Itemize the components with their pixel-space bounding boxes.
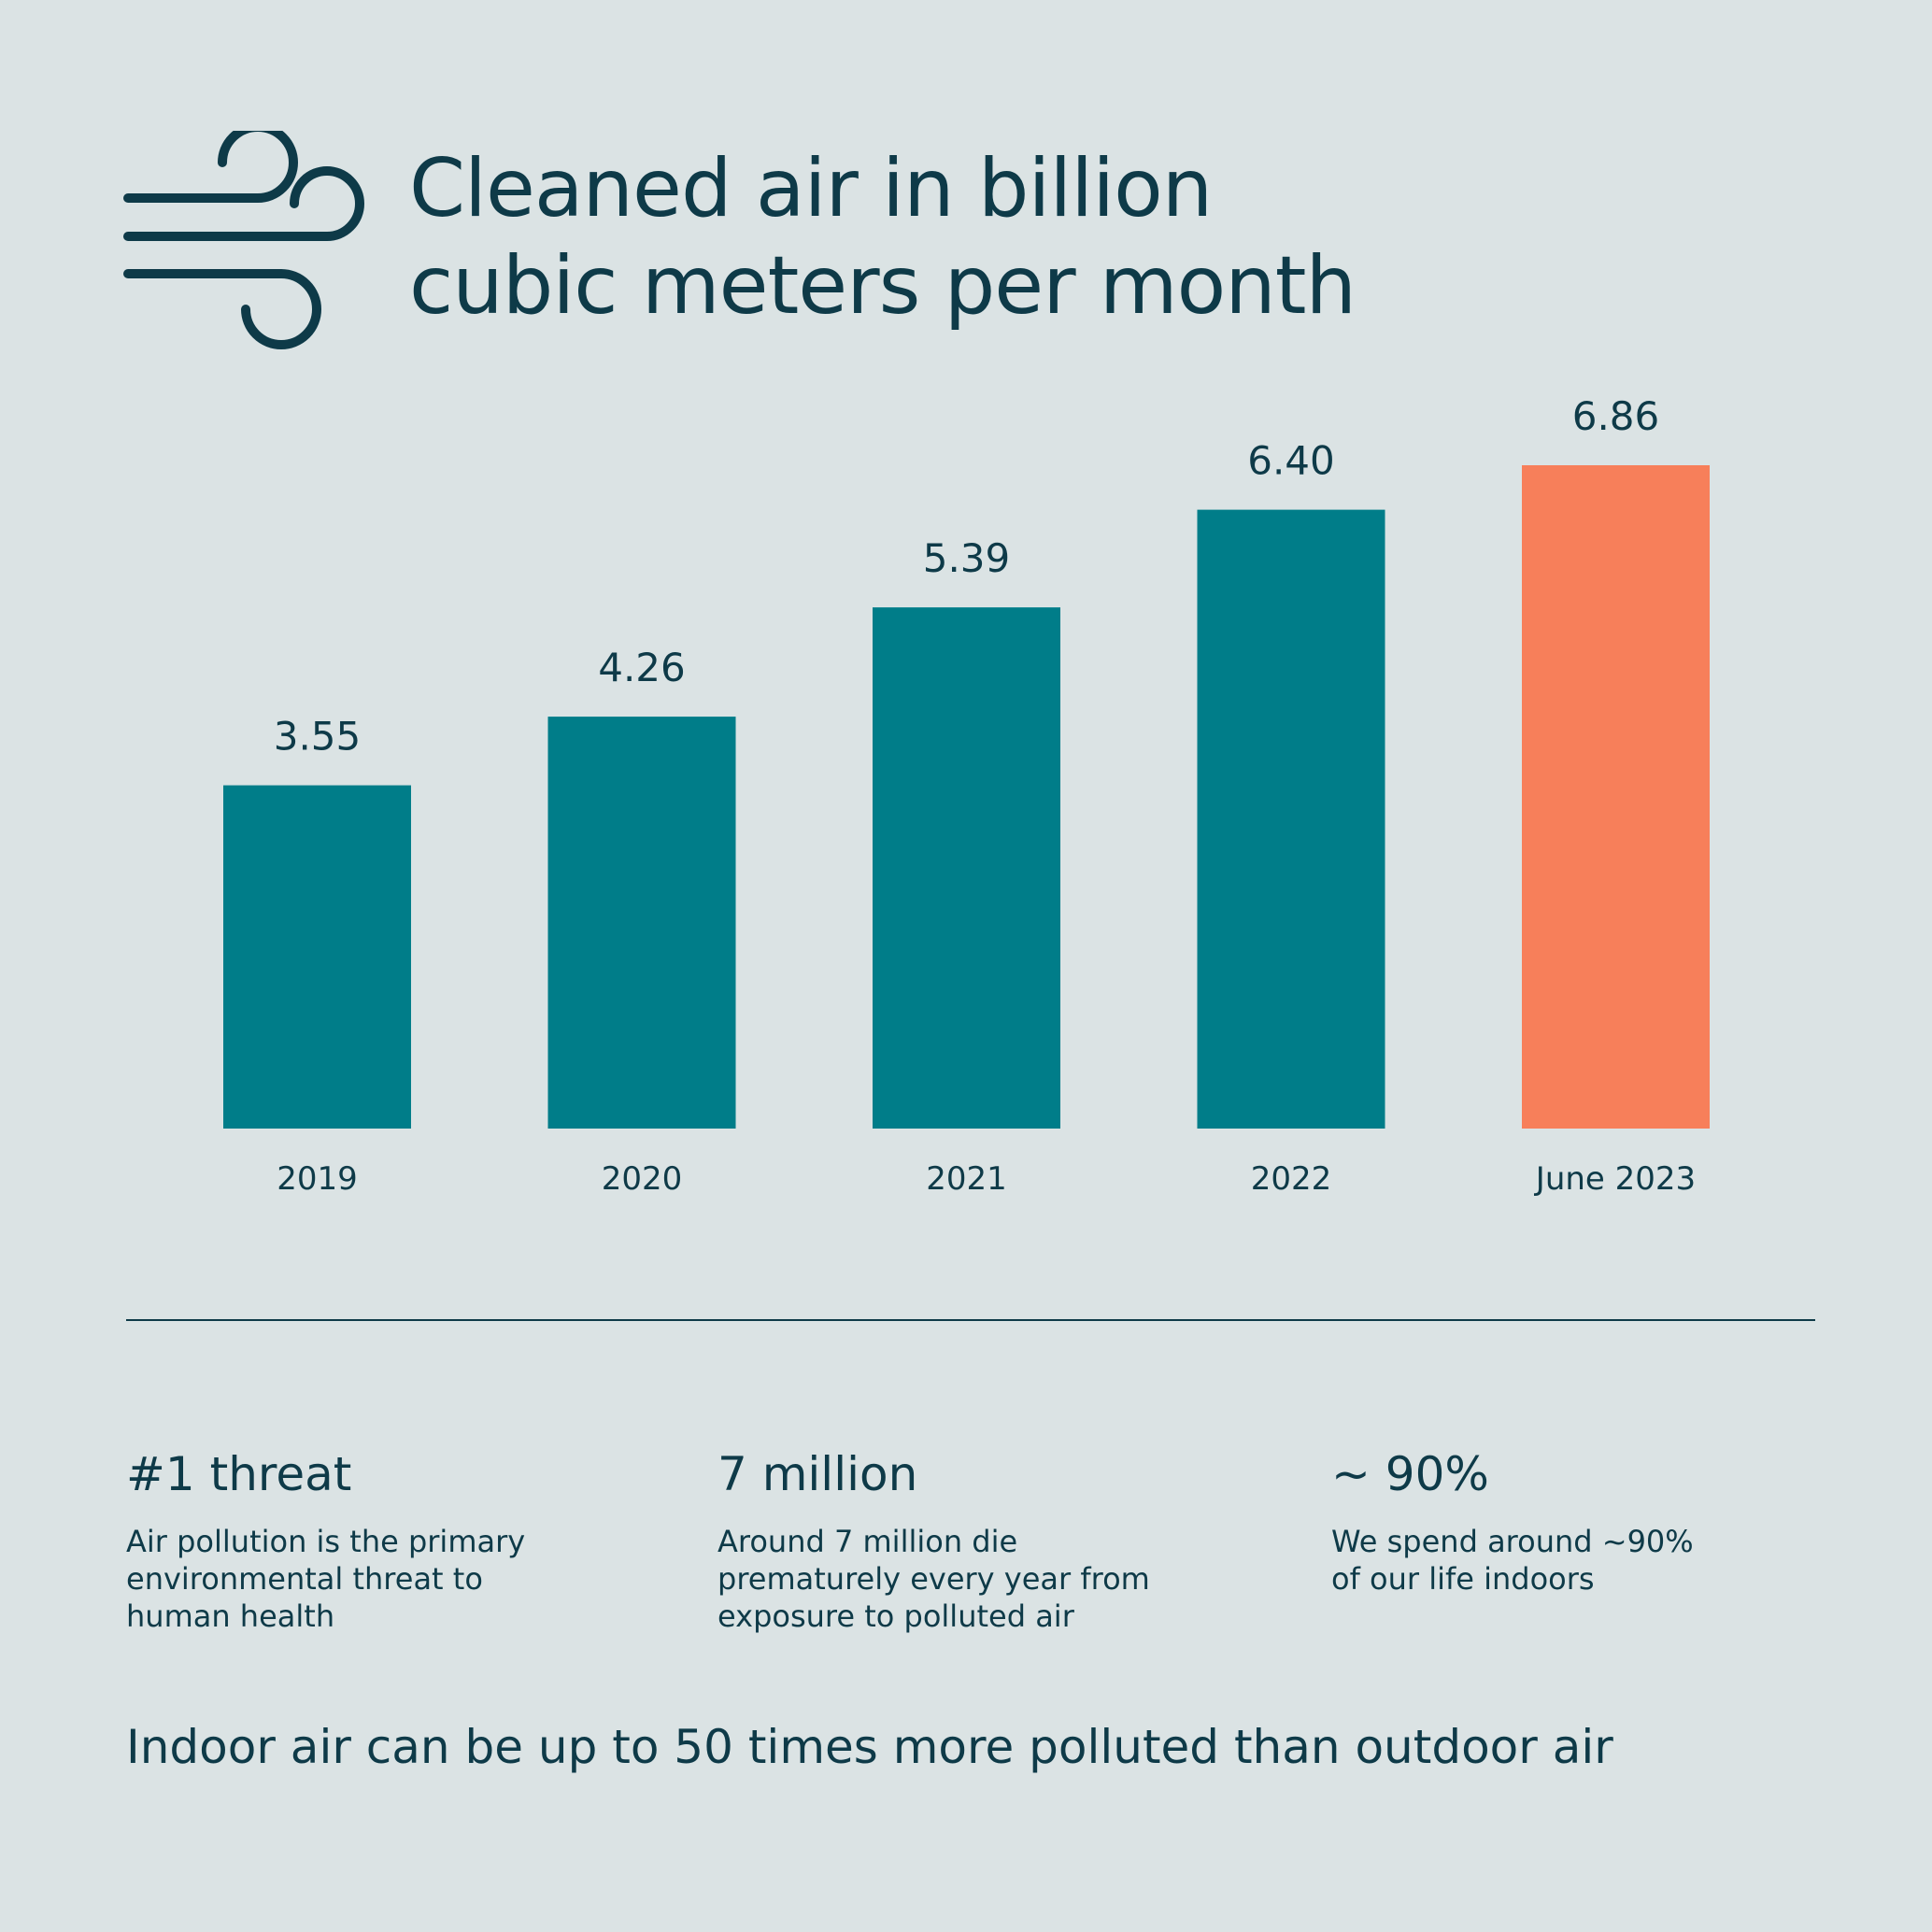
stat-indoors: ~ 90% We spend around ~90% of our life i…	[1331, 1446, 1854, 1598]
value-label: 6.40	[1247, 438, 1335, 484]
value-label: 3.55	[274, 714, 362, 760]
bar-june-2023	[1522, 465, 1710, 1129]
bar-chart: 3.55 2019 4.26 2020 5.39 2021 6.40 2022 6.86 June…	[223, 393, 1710, 1198]
value-label: 4.26	[598, 645, 686, 690]
category-label: June 2023	[1534, 1160, 1696, 1198]
stat-threat: #1 threat Air pollution is the primary e…	[126, 1446, 649, 1635]
bar-2021	[873, 607, 1060, 1129]
stat-description: Around 7 million die prematurely every y…	[717, 1524, 1150, 1634]
title-line-2: cubic meters per month	[409, 239, 1357, 333]
stat-heading: #1 threat	[126, 1447, 352, 1501]
wind-icon	[123, 131, 364, 349]
stat-description: Air pollution is the primary environment…	[126, 1524, 526, 1634]
page-title: Cleaned air in billion cubic meters per …	[409, 140, 1357, 334]
bar-2020	[547, 717, 736, 1129]
bar-2019	[223, 785, 411, 1129]
category-label: 2021	[926, 1160, 1007, 1198]
stat-description: We spend around ~90% of our life indoors	[1331, 1524, 1694, 1597]
section-divider	[126, 1319, 1815, 1321]
category-label: 2019	[277, 1160, 358, 1198]
category-label: 2020	[602, 1160, 683, 1198]
stat-heading: ~ 90%	[1331, 1447, 1489, 1501]
value-label: 5.39	[923, 535, 1011, 581]
stat-deaths: 7 million Around 7 million die premature…	[717, 1446, 1241, 1635]
value-label: 6.86	[1572, 393, 1660, 439]
category-label: 2022	[1251, 1160, 1332, 1198]
stat-heading: 7 million	[717, 1447, 918, 1501]
title-line-1: Cleaned air in billion	[409, 142, 1213, 235]
footer-statement: Indoor air can be up to 50 times more po…	[126, 1720, 1613, 1774]
bar-2022	[1197, 509, 1385, 1129]
